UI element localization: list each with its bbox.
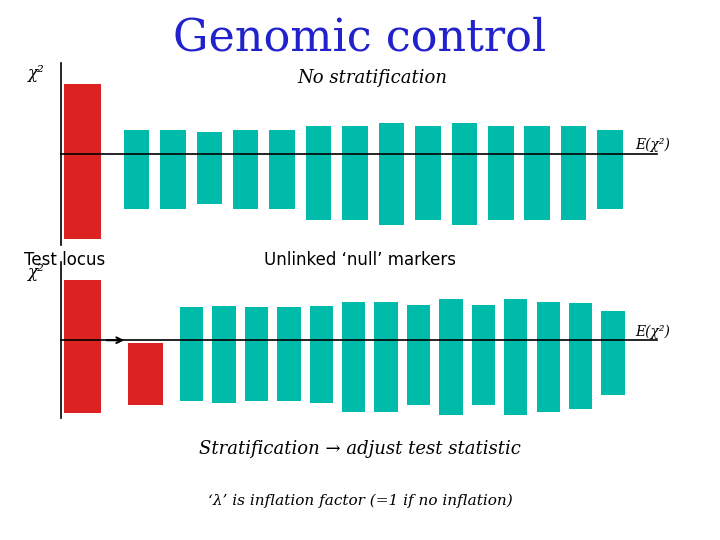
Bar (342, 302, 365, 412)
Bar (306, 125, 331, 220)
Bar (160, 130, 186, 210)
Text: E(χ²): E(χ²) (635, 138, 670, 152)
Bar (415, 125, 441, 220)
Bar (472, 305, 495, 406)
Bar (488, 125, 513, 220)
Bar (128, 343, 163, 405)
Bar (407, 305, 431, 406)
Bar (64, 84, 101, 239)
Bar (245, 307, 268, 401)
Bar (310, 306, 333, 403)
Text: Genomic control: Genomic control (174, 16, 546, 59)
Text: E(χ²): E(χ²) (635, 324, 670, 339)
Bar (197, 132, 222, 204)
Bar (124, 130, 149, 210)
Bar (64, 280, 101, 413)
Bar (233, 130, 258, 210)
Text: ‘λ’ is inflation factor (=1 if no inflation): ‘λ’ is inflation factor (=1 if no inflat… (207, 494, 513, 509)
Bar (269, 130, 295, 210)
Text: χ²: χ² (27, 264, 45, 281)
Text: Unlinked ‘null’ markers: Unlinked ‘null’ markers (264, 251, 456, 269)
Text: Test locus: Test locus (24, 251, 105, 269)
Bar (536, 302, 560, 412)
Bar (524, 125, 550, 220)
Bar (342, 125, 368, 220)
Bar (504, 299, 528, 415)
Bar (379, 123, 404, 225)
Bar (180, 307, 203, 401)
Text: No stratification: No stratification (297, 69, 447, 87)
Bar (601, 310, 625, 395)
Bar (277, 307, 300, 401)
Bar (374, 302, 397, 412)
Text: Stratification → adjust test statistic: Stratification → adjust test statistic (199, 440, 521, 458)
Bar (569, 303, 593, 409)
Bar (561, 125, 586, 220)
Bar (212, 306, 235, 403)
Bar (439, 299, 463, 415)
Text: χ²: χ² (27, 65, 45, 82)
Bar (451, 123, 477, 225)
Bar (598, 130, 623, 210)
